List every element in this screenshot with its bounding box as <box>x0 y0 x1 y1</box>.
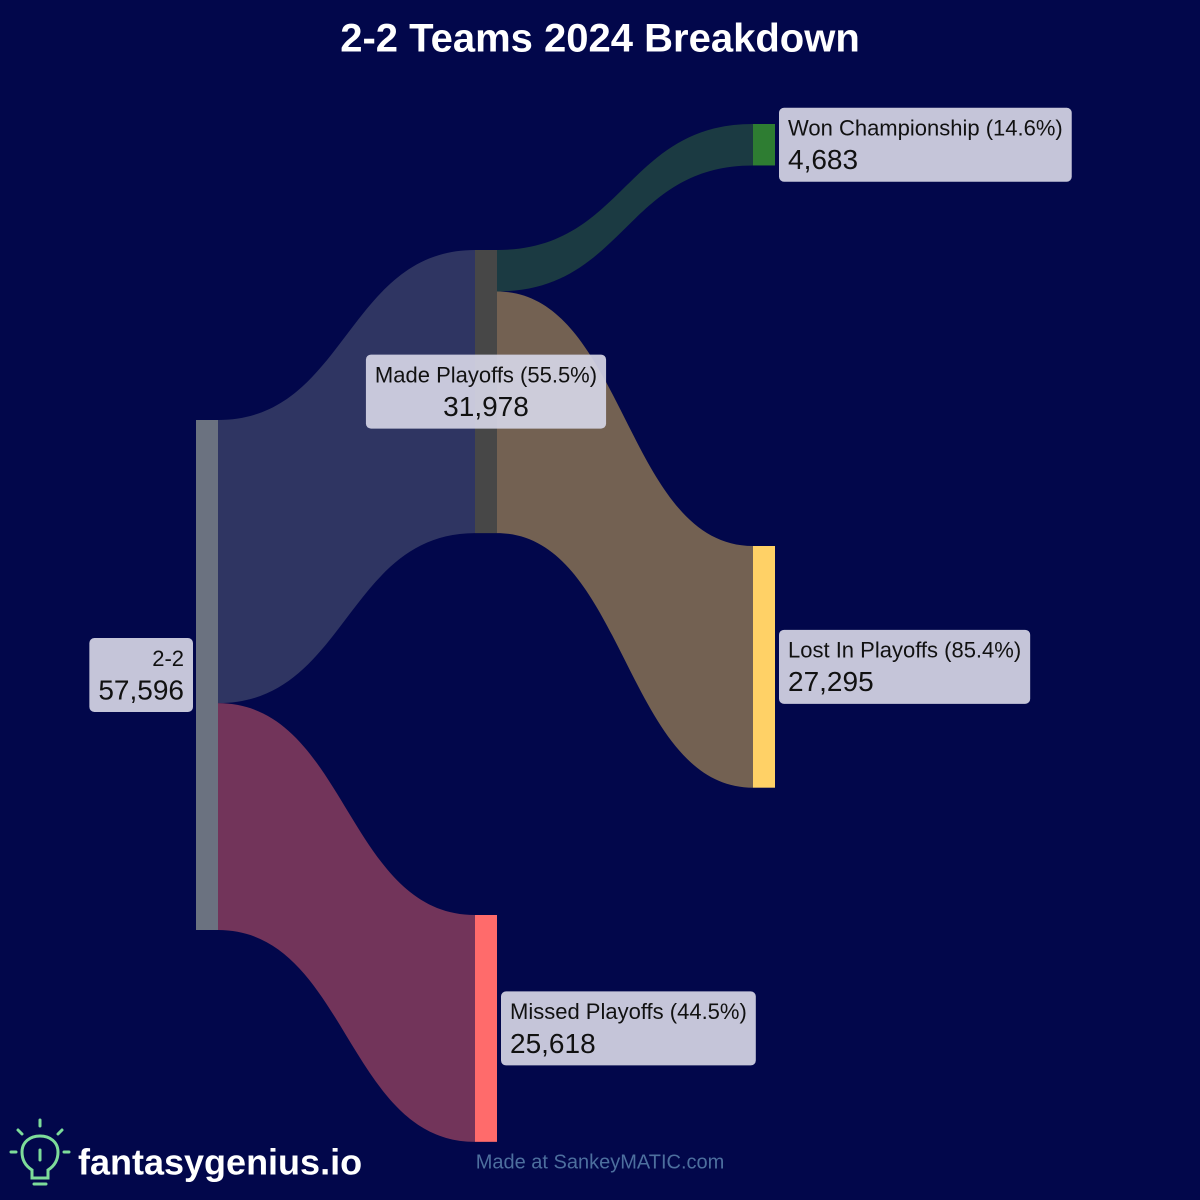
node <box>753 124 775 166</box>
node <box>753 546 775 788</box>
node-value: 31,978 <box>443 391 529 422</box>
node-value: 57,596 <box>98 674 184 705</box>
node <box>475 915 497 1142</box>
link <box>497 124 753 292</box>
credit: Made at SankeyMATIC.com <box>476 1151 725 1173</box>
node-name: Made Playoffs (55.5%) <box>375 362 597 387</box>
link <box>218 703 475 1142</box>
label-box <box>779 629 1031 704</box>
brand-icon <box>9 1118 71 1186</box>
node-name: Won Championship (14.6%) <box>788 116 1063 141</box>
label-box <box>89 638 193 712</box>
node <box>196 420 218 930</box>
node-label: 2-2 57,596 <box>89 638 193 712</box>
label-box <box>365 354 607 429</box>
labels: 2-2 57,596 Made Playoffs (55.5%) 31,978 Miss… <box>89 107 1072 1066</box>
node-label: Missed Playoffs (44.5%) 25,618 <box>501 991 756 1066</box>
node-value: 4,683 <box>788 144 858 175</box>
node-label: Made Playoffs (55.5%) 31,978 <box>365 354 607 429</box>
node-name: 2-2 <box>152 646 184 671</box>
brand: fantasygenius.io <box>78 1142 362 1183</box>
label-box <box>501 991 756 1066</box>
chart-title: 2-2 Teams 2024 Breakdown <box>340 17 860 61</box>
node-label: Won Championship (14.6%) 4,683 <box>779 107 1072 182</box>
node-name: Missed Playoffs (44.5%) <box>510 999 747 1024</box>
node-name: Lost In Playoffs (85.4%) <box>788 638 1021 663</box>
label-box <box>779 107 1072 182</box>
node-label: Lost In Playoffs (85.4%) 27,295 <box>779 629 1031 704</box>
node-value: 25,618 <box>510 1028 596 1059</box>
node-value: 27,295 <box>788 666 874 697</box>
